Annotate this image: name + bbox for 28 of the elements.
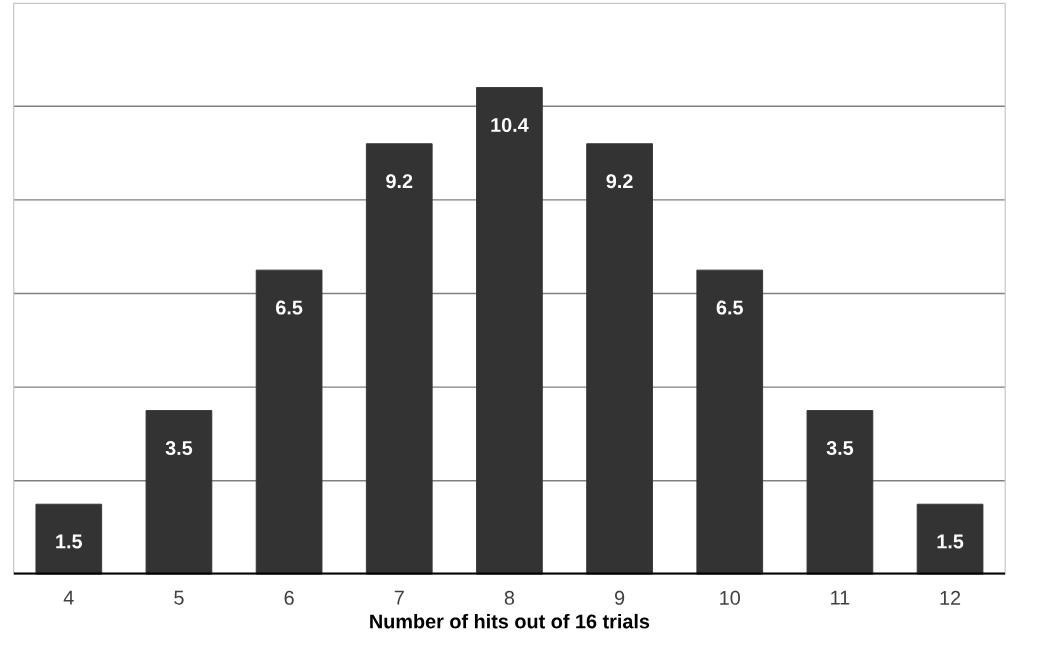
bar: [35, 503, 103, 575]
bar: [916, 503, 984, 575]
x-tick-label: 5: [174, 590, 184, 605]
bar: [586, 143, 653, 575]
bar: [255, 269, 323, 575]
x-tick-label: 9: [614, 590, 625, 605]
data-label: 9.2: [606, 174, 633, 189]
x-tick-label: 6: [284, 590, 294, 605]
x-axis-title: Number of hits out of 16 trials: [370, 613, 650, 629]
data-label: 1.5: [937, 534, 964, 549]
data-label: 3.5: [826, 440, 854, 456]
data-label: 3.5: [165, 440, 193, 456]
x-tick-label: 8: [504, 590, 515, 605]
x-tick-label: 7: [394, 590, 404, 605]
x-tick-label: 11: [831, 590, 850, 605]
data-label: 6.5: [276, 300, 303, 315]
bar: [476, 87, 543, 575]
x-tick-label: 12: [940, 590, 961, 605]
bar: [145, 410, 213, 575]
data-label: 9.2: [386, 174, 413, 189]
data-label: 6.5: [716, 300, 743, 315]
x-tick-label: 4: [63, 590, 74, 605]
bar: [365, 143, 433, 575]
x-tick-label: 10: [720, 590, 740, 605]
data-label: 1.5: [56, 534, 82, 549]
data-label: 10.4: [491, 117, 529, 132]
bar: [806, 410, 874, 575]
bar: [696, 269, 764, 575]
